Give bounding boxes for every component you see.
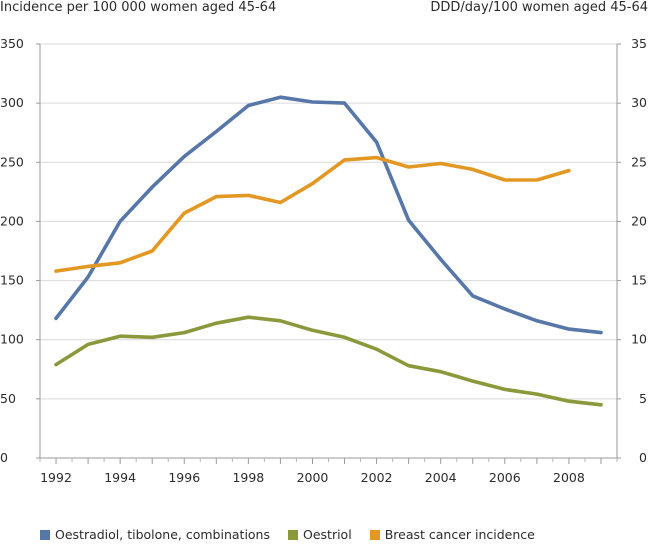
x-tick-label-1994: 1994 [104,470,136,485]
x-tick-label-1998: 1998 [232,470,264,485]
right-tick-label-25: 25 [631,154,647,169]
left-axis-title: Incidence per 100 000 women aged 45-64 [0,0,277,15]
legend-label-oestriol: Oestriol [303,527,352,542]
legend-label-oestradiol: Oestradiol, tibolone, combinations [55,527,270,542]
x-tick-label-1996: 1996 [168,470,200,485]
legend-item-breast-cancer: Breast cancer incidence [369,527,535,542]
left-tick-label-250: 250 [0,154,24,169]
legend-swatch-oestradiol [40,529,50,540]
axes [36,43,621,464]
legend-item-oestradiol: Oestradiol, tibolone, combinations [40,527,270,542]
legend-item-oestriol: Oestriol [288,527,352,542]
right-tick-label-35: 35 [631,36,647,51]
left-tick-label-0: 0 [0,450,8,465]
right-tick-label-30: 30 [631,95,647,110]
x-tick-label-2008: 2008 [553,470,585,485]
series-line-breast-cancer [54,155,571,273]
left-tick-label-350: 350 [0,36,24,51]
series-line-oestriol [54,315,603,407]
right-tick-label-0: 0 [639,450,647,465]
legend: Oestradiol, tibolone, combinations Oestr… [40,527,553,542]
left-tick-label-100: 100 [0,332,24,347]
grid [40,43,617,400]
x-tick-label-1992: 1992 [40,470,72,485]
right-tick-label-10: 10 [631,332,647,347]
x-tick-label-2000: 2000 [297,470,329,485]
series-lines [54,95,603,407]
left-tick-label-300: 300 [0,95,24,110]
tick-labels: 0 0 50 5 100 10 150 15 200 20 250 25 300 30 350 35 1992 1… [0,36,647,485]
left-tick-label-150: 150 [0,273,24,288]
right-tick-label-5: 5 [639,391,647,406]
left-tick-label-200: 200 [0,213,24,228]
right-tick-label-20: 20 [631,213,647,228]
legend-swatch-breast-cancer [369,529,380,540]
legend-label-breast-cancer: Breast cancer incidence [384,527,535,542]
left-tick-label-50: 50 [0,391,16,406]
legend-swatch-oestriol [288,529,298,540]
x-tick-label-2004: 2004 [425,470,457,485]
series-line-oestradiol [54,95,603,335]
x-tick-label-2002: 2002 [361,470,393,485]
x-tick-label-2006: 2006 [489,470,521,485]
right-tick-label-15: 15 [631,273,647,288]
right-axis-title: DDD/day/100 women aged 45-64 [430,0,648,15]
